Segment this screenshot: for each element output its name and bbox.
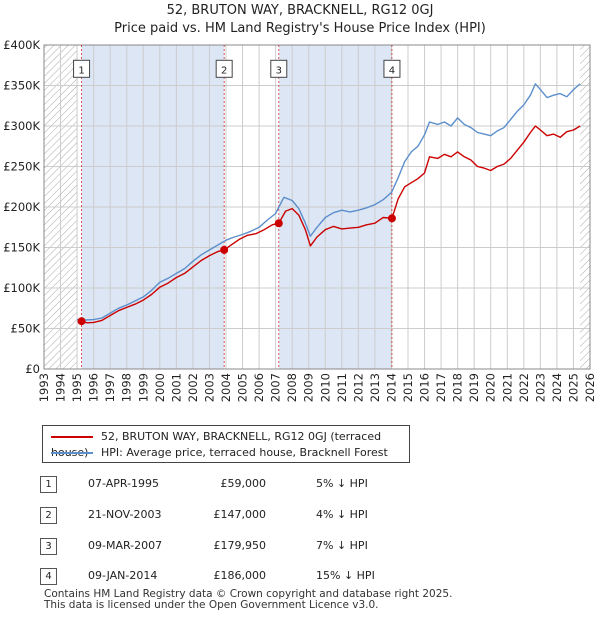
y-tick-label: £250K <box>3 160 40 174</box>
row-hpi-diff: 15% ↓ HPI <box>316 569 375 582</box>
chart-title-line1: 52, BRUTON WAY, BRACKNELL, RG12 0GJ <box>166 3 434 18</box>
transaction-number-label: 3 <box>276 65 282 76</box>
legend-swatch-hpi <box>51 452 93 454</box>
x-tick-label: 1997 <box>103 373 117 402</box>
x-tick-label: 2022 <box>517 373 531 402</box>
series-line-price <box>81 125 581 324</box>
x-tick-label: 2012 <box>351 373 365 402</box>
transaction-number-label: 1 <box>78 65 84 76</box>
row-number-badge: 4 <box>40 568 57 585</box>
x-tick-label: 1994 <box>54 373 68 402</box>
x-tick-label: 2019 <box>467 373 481 402</box>
y-tick-label: £150K <box>3 241 40 255</box>
legend: 52, BRUTON WAY, BRACKNELL, RG12 0GJ (ter… <box>42 425 410 463</box>
row-price: £179,950 <box>213 539 267 552</box>
x-tick-label: 1993 <box>37 373 51 402</box>
x-tick-label: 2000 <box>153 373 167 402</box>
row-number-badge: 1 <box>40 476 57 493</box>
row-date: 09-MAR-2007 <box>88 539 163 552</box>
row-price: £186,000 <box>213 569 267 582</box>
legend-item-price: 52, BRUTON WAY, BRACKNELL, RG12 0GJ (ter… <box>51 429 409 459</box>
x-tick-label: 2001 <box>169 373 183 402</box>
x-tick-label: 2017 <box>434 373 448 402</box>
table-row: 4 09-JAN-2014 £186,000 15% ↓ HPI <box>40 568 400 585</box>
x-tick-label: 1995 <box>70 373 84 402</box>
footer-line2: This data is licensed under the Open Gov… <box>44 599 379 611</box>
x-tick-label: 1998 <box>120 373 134 402</box>
y-tick-label: £350K <box>3 79 40 93</box>
y-tick-label: £0 <box>25 362 40 376</box>
x-tick-label: 2013 <box>368 373 382 402</box>
table-row: 3 09-MAR-2007 £179,950 7% ↓ HPI <box>40 538 400 555</box>
legend-swatch-price <box>51 436 93 438</box>
legend-item-hpi: HPI: Average price, terraced house, Brac… <box>51 445 388 461</box>
y-tick-label: £400K <box>3 38 40 52</box>
transaction-number-box <box>270 59 288 78</box>
x-tick-label: 2005 <box>236 373 250 402</box>
x-tick-label: 2010 <box>318 373 332 402</box>
y-tick-label: £300K <box>3 119 40 133</box>
footer-line1: Contains HM Land Registry data © Crown c… <box>44 588 453 600</box>
x-tick-label: 2015 <box>401 373 415 402</box>
x-tick-label: 2003 <box>202 373 216 402</box>
x-tick-label: 1996 <box>87 373 101 402</box>
row-date: 07-APR-1995 <box>88 477 160 490</box>
row-hpi-diff: 4% ↓ HPI <box>316 508 368 521</box>
x-tick-label: 2009 <box>302 373 316 402</box>
x-tick-label: 2020 <box>484 373 498 402</box>
x-tick-label: 2025 <box>566 373 580 402</box>
price-chart: £0 £50K £100K £150K £200K £250K £300K £350K £400… <box>3 38 597 402</box>
row-date: 21-NOV-2003 <box>88 508 162 521</box>
x-tick-label: 2007 <box>269 373 283 402</box>
chart-title-line2: Price paid vs. HM Land Registry's House … <box>114 21 486 36</box>
x-tick-label: 2024 <box>550 373 564 402</box>
x-tick-label: 2008 <box>285 373 299 402</box>
y-tick-label: £100K <box>3 281 40 295</box>
transaction-point <box>77 317 86 326</box>
plot-frame <box>43 44 591 370</box>
row-hpi-diff: 7% ↓ HPI <box>316 539 368 552</box>
x-tick-label: 2018 <box>451 373 465 402</box>
row-price: £59,000 <box>220 477 267 490</box>
row-number-badge: 2 <box>40 507 57 524</box>
x-tick-label: 2011 <box>335 373 349 402</box>
x-tick-label: 2006 <box>252 373 266 402</box>
transaction-point <box>220 245 229 254</box>
transaction-number-box <box>383 59 401 78</box>
row-price: £147,000 <box>213 508 267 521</box>
transaction-number-box <box>73 59 91 78</box>
transaction-point <box>274 219 283 228</box>
table-row: 1 07-APR-1995 £59,000 5% ↓ HPI <box>40 476 400 493</box>
row-date: 09-JAN-2014 <box>88 569 158 582</box>
transaction-number-label: 4 <box>389 65 395 76</box>
y-tick-label: £200K <box>3 200 40 214</box>
row-number-badge: 3 <box>40 538 57 555</box>
x-tick-label: 2026 <box>583 373 597 402</box>
series-line-hpi <box>77 83 581 321</box>
x-tick-label: 2023 <box>533 373 547 402</box>
row-hpi-diff: 5% ↓ HPI <box>316 477 368 490</box>
x-tick-label: 1999 <box>136 373 150 402</box>
x-tick-label: 2021 <box>500 373 514 402</box>
y-tick-label: £50K <box>11 322 41 336</box>
table-row: 2 21-NOV-2003 £147,000 4% ↓ HPI <box>40 507 400 524</box>
footer-attribution: Contains HM Land Registry data © Crown c… <box>44 589 452 611</box>
transaction-number-label: 2 <box>221 65 227 76</box>
legend-label-price: 52, BRUTON WAY, BRACKNELL, RG12 0GJ (ter… <box>51 430 382 459</box>
legend-label-hpi: HPI: Average price, terraced house, Brac… <box>101 446 388 459</box>
transaction-point <box>387 214 396 223</box>
transaction-number-box <box>215 59 233 78</box>
x-tick-label: 2004 <box>219 373 233 402</box>
chart-title: 52, BRUTON WAY, BRACKNELL, RG12 0GJ Pric… <box>0 2 600 38</box>
x-tick-label: 2014 <box>384 373 398 402</box>
x-tick-label: 2002 <box>186 373 200 402</box>
x-tick-label: 2016 <box>418 373 432 402</box>
